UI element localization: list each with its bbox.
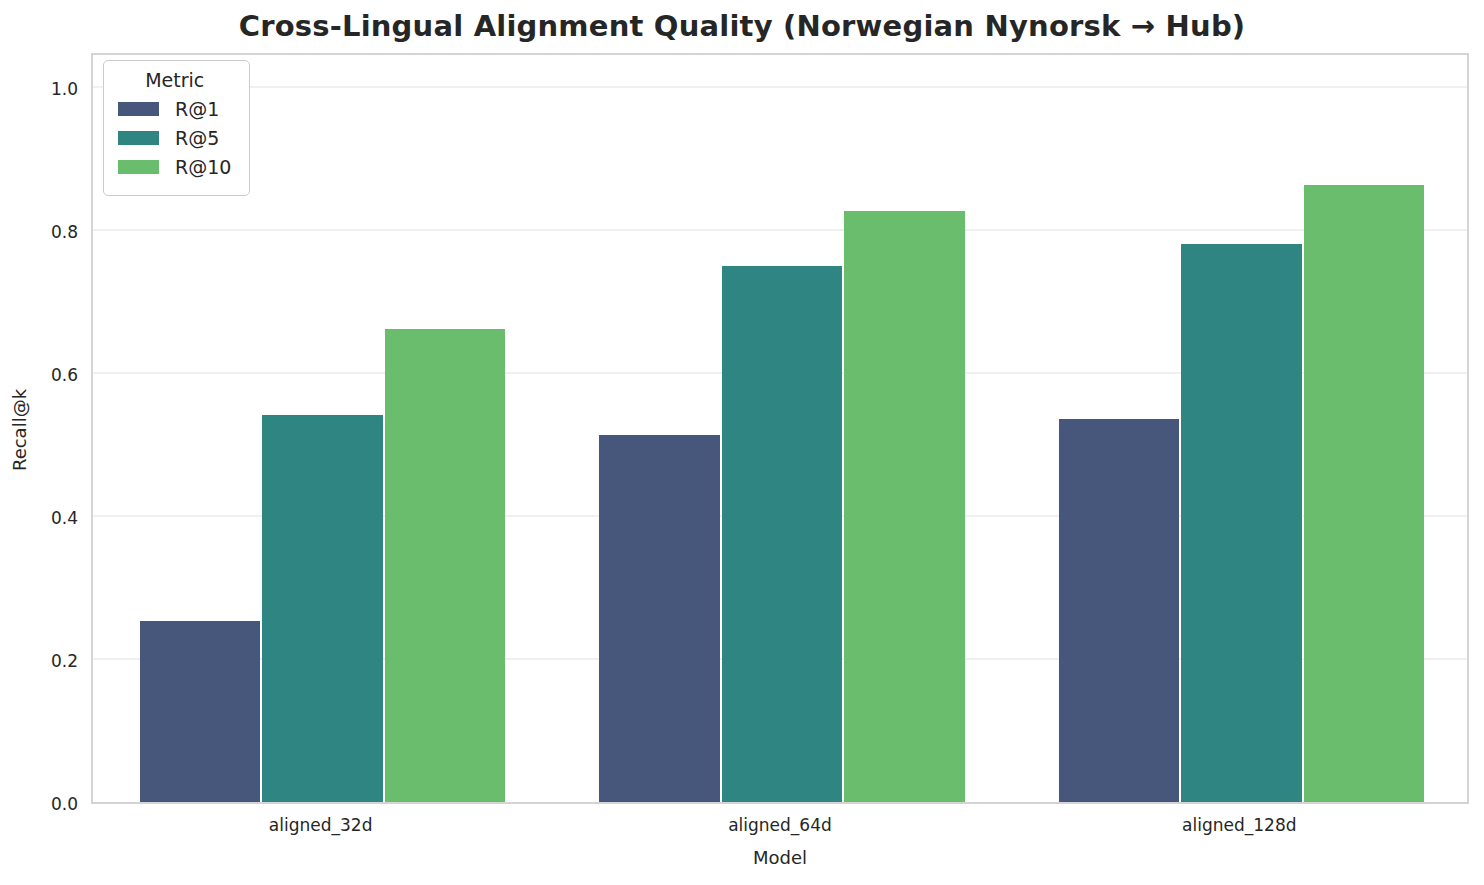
- x-tick-label-aligned_32d: aligned_32d: [269, 815, 373, 835]
- x-tick-label-aligned_128d: aligned_128d: [1182, 815, 1296, 835]
- legend-label-R@1: R@1: [175, 98, 219, 120]
- y-tick-label-0.2: 0.2: [26, 651, 78, 671]
- legend-swatch-R@10: [118, 160, 159, 174]
- bar-aligned_64d-R@5: [722, 266, 842, 802]
- legend-title: Metric: [118, 69, 231, 91]
- legend-swatch-R@5: [118, 131, 159, 145]
- legend: Metric R@1 R@5 R@10: [103, 60, 250, 196]
- bar-aligned_32d-R@1: [140, 621, 260, 802]
- bar-aligned_128d-R@10: [1304, 185, 1424, 802]
- chart-title: Cross-Lingual Alignment Quality (Norwegi…: [0, 9, 1484, 43]
- legend-entry-R@10: R@10: [118, 156, 231, 178]
- gridline-y-0.8: [93, 229, 1467, 231]
- y-tick-label-0.4: 0.4: [26, 508, 78, 528]
- figure: Cross-Lingual Alignment Quality (Norwegi…: [0, 0, 1484, 885]
- x-tick-label-aligned_64d: aligned_64d: [728, 815, 832, 835]
- y-tick-label-0.6: 0.6: [26, 365, 78, 385]
- legend-entry-R@5: R@5: [118, 127, 231, 149]
- legend-entry-R@1: R@1: [118, 98, 231, 120]
- y-tick-label-0.0: 0.0: [26, 794, 78, 814]
- plot-area: Metric R@1 R@5 R@10: [91, 53, 1469, 804]
- bar-aligned_32d-R@5: [262, 415, 382, 802]
- x-axis-label: Model: [91, 847, 1469, 868]
- gridline-y-1.0: [93, 86, 1467, 88]
- y-axis-label: Recall@k: [9, 368, 33, 492]
- bar-aligned_128d-R@5: [1181, 244, 1301, 802]
- bar-aligned_64d-R@1: [599, 435, 719, 803]
- y-tick-label-1.0: 1.0: [26, 79, 78, 99]
- legend-entries: R@1 R@5 R@10: [118, 98, 231, 178]
- legend-swatch-R@1: [118, 102, 159, 116]
- y-tick-label-0.8: 0.8: [26, 222, 78, 242]
- bar-aligned_128d-R@1: [1059, 419, 1179, 802]
- legend-label-R@5: R@5: [175, 127, 219, 149]
- bar-aligned_64d-R@10: [844, 211, 964, 802]
- legend-label-R@10: R@10: [175, 156, 231, 178]
- bar-aligned_32d-R@10: [385, 329, 505, 802]
